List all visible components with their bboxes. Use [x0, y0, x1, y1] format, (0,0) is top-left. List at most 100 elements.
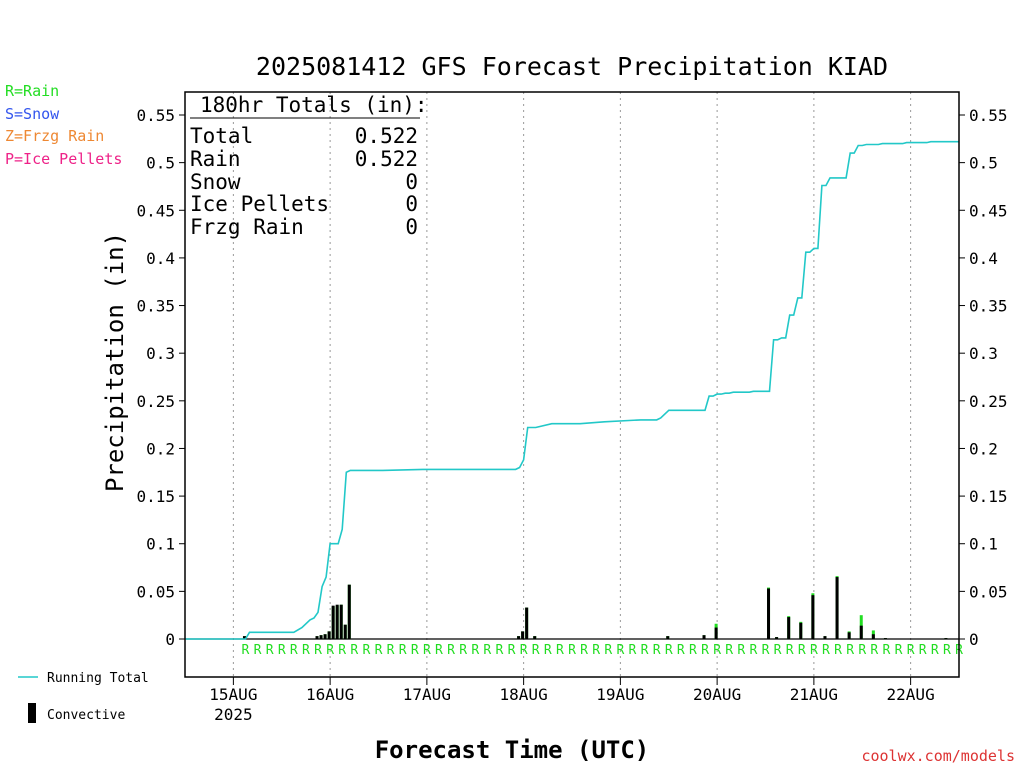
totals-total-value: 0.522 [355, 124, 418, 148]
rain-marker: R [653, 643, 661, 658]
rain-marker: R [580, 643, 588, 658]
rain-marker: R [447, 643, 455, 658]
convective-legend-swatch [28, 703, 36, 723]
convective-bar [944, 638, 948, 639]
series-legend: Running Total Convective [18, 671, 149, 723]
rain-marker: R [266, 643, 274, 658]
convective-bar [533, 636, 537, 639]
rain-marker: R [749, 643, 757, 658]
y-tick-label-left: 0.25 [136, 392, 175, 411]
y-tick-label-left: 0 [165, 630, 175, 649]
rain-marker: R [483, 643, 491, 658]
rain-marker: R [532, 643, 540, 658]
rain-marker: R [798, 643, 806, 658]
totals-snow-value: 0 [405, 170, 418, 194]
totals-frzg-rain-value: 0 [405, 215, 418, 239]
rain-marker: R [459, 643, 467, 658]
y-tick-label-right: 0.2 [969, 439, 998, 458]
y-tick-label-right: 0.05 [969, 582, 1008, 601]
y-tick-label-left: 0.1 [146, 535, 175, 554]
ptype-legend: R=Rain S=Snow Z=Frzg Rain P=Ice Pellets [5, 82, 122, 168]
credit-text: coolwx.com/models [861, 747, 1015, 765]
y-tick-label-left: 0.35 [136, 297, 175, 316]
y-tick-label-right: 0.35 [969, 297, 1008, 316]
y-tick-label-left: 0.4 [146, 249, 175, 268]
y-tick-label-right: 0.25 [969, 392, 1008, 411]
x-tick-label: 17AUG [403, 685, 451, 704]
convective-bar [343, 624, 347, 639]
y-tick-label-right: 0.45 [969, 201, 1008, 220]
rain-marker: R [846, 643, 854, 658]
rain-marker: R [822, 643, 830, 658]
rain-marker: R [387, 643, 395, 658]
rain-marker: R [399, 643, 407, 658]
ptype-legend-snow: S=Snow [5, 105, 60, 123]
y-tick-label-left: 0.5 [146, 154, 175, 173]
convective-bar [847, 632, 851, 639]
convective-bar [775, 637, 779, 639]
totals-ice-pellets-value: 0 [405, 192, 418, 216]
rain-marker: R [629, 643, 637, 658]
rain-marker: R [496, 643, 504, 658]
x-axis-label: Forecast Time (UTC) [375, 736, 650, 764]
totals-snow-label: Snow [190, 170, 241, 194]
rain-marker: R [786, 643, 794, 658]
totals-heading: 180hr Totals (in): [200, 93, 428, 117]
rain-marker: R [242, 643, 250, 658]
y-tick-label-left: 0.15 [136, 487, 175, 506]
y-tick-label-right: 0.4 [969, 249, 998, 268]
convective-bar [242, 636, 246, 639]
y-tick-label-right: 0.55 [969, 106, 1008, 125]
rain-marker: R [568, 643, 576, 658]
rain-marker: R [677, 643, 685, 658]
running-total-legend-label: Running Total [47, 671, 149, 686]
rain-marker: R [907, 643, 915, 658]
convective-bar [347, 584, 351, 639]
convective-bar [521, 631, 525, 639]
x-tick-label: 16AUG [306, 685, 354, 704]
convective-bar [702, 635, 706, 639]
convective-bar [714, 627, 718, 639]
convective-bar [315, 636, 319, 639]
convective-bar [859, 625, 863, 639]
convective-bar [799, 622, 803, 639]
plot-frame [184, 91, 960, 678]
y-tick-label-left: 0.05 [136, 582, 175, 601]
y-tick-label-right: 0.3 [969, 344, 998, 363]
y-tick-label-left: 0.55 [136, 106, 175, 125]
rain-marker: R [870, 643, 878, 658]
rain-marker: R [362, 643, 370, 658]
y-tick-label-right: 0 [969, 630, 979, 649]
convective-bar [331, 605, 335, 639]
rain-marker: R [338, 643, 346, 658]
rain-marker: R [411, 643, 419, 658]
rain-marker: R [290, 643, 298, 658]
convective-bar [767, 588, 771, 639]
rain-marker: R [641, 643, 649, 658]
y-axis-label: Precipitation (in) [101, 232, 129, 492]
convective-bar [517, 636, 521, 639]
rain-marker: R [544, 643, 552, 658]
convective-bar [823, 636, 827, 639]
rain-marker: R [713, 643, 721, 658]
rain-marker: R [254, 643, 262, 658]
convective-bar [811, 595, 815, 639]
rain-marker: R [931, 643, 939, 658]
convective-bar [319, 635, 323, 639]
y-tick-label-right: 0.15 [969, 487, 1008, 506]
rain-marker: R [810, 643, 818, 658]
rain-marker: R [556, 643, 564, 658]
rain-marker: R [689, 643, 697, 658]
totals-frzg-rain-label: Frzg Rain [190, 215, 304, 239]
y-tick-label-right: 0.1 [969, 535, 998, 554]
convective-bar [883, 638, 887, 639]
totals-rain-value: 0.522 [355, 147, 418, 171]
totals-ice-pellets-label: Ice Pellets [190, 192, 329, 216]
chart-title: 2025081412 GFS Forecast Precipitation KI… [256, 52, 888, 81]
rain-marker: R [762, 643, 770, 658]
ptype-legend-rain: R=Rain [5, 82, 59, 100]
rain-marker: R [701, 643, 709, 658]
x-tick-label: 20AUG [693, 685, 741, 704]
